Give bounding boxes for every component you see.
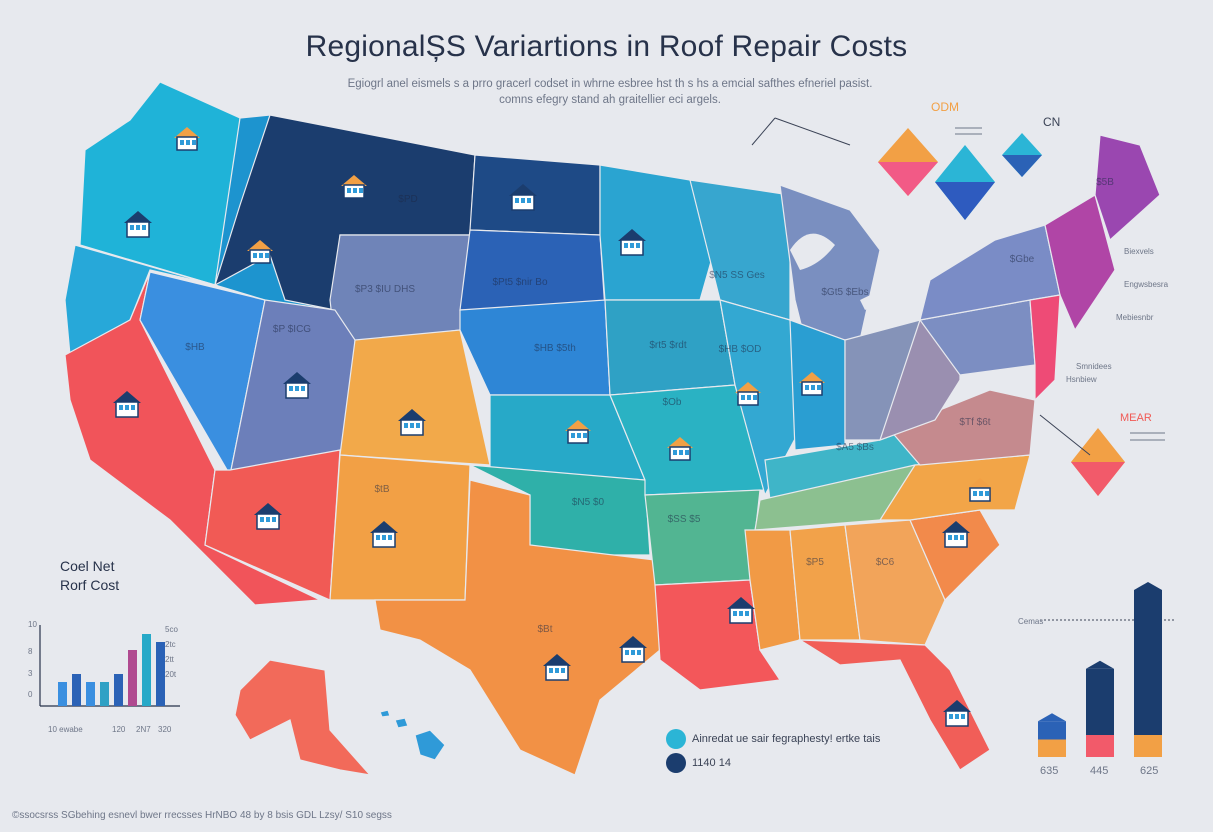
map-subtitle: Egiogrl anel eismels s a prro gracerl co… — [290, 76, 930, 108]
inset-x-label: 320 — [158, 725, 172, 734]
subtitle-line: Egiogrl anel eismels s a prro gracerl co… — [347, 78, 873, 90]
inset-side-label: 20t — [165, 670, 177, 679]
footer-note: ©ssocsrss SGbehing esnevl bwer rrecsses … — [12, 810, 392, 821]
state-mississippi — [744, 529, 801, 651]
inset-bar — [156, 642, 165, 706]
state-cost-label: $HB — [185, 342, 205, 353]
inset-bars — [58, 634, 165, 706]
state-hawaii — [379, 709, 446, 761]
great-lake — [790, 233, 835, 270]
state-cost-label: $Pt5 $nir Bo — [492, 277, 547, 288]
side-note: Smnidees — [1076, 362, 1112, 371]
state-cost-label: $N5 $0 — [572, 497, 605, 508]
callout-odm: ODM — [931, 100, 959, 114]
inset-bar — [128, 650, 137, 706]
subtitle-line: comns efegry stand ah graitellier eci ar… — [499, 94, 721, 106]
inset-side-label: 2tt — [165, 655, 174, 664]
side-note: Engwsbesra — [1124, 280, 1169, 289]
state-florida — [797, 639, 991, 771]
bar-label: 625 — [1140, 765, 1159, 777]
cost-bar-base — [1134, 735, 1162, 757]
inset-x-label: 120 — [112, 725, 126, 734]
map-value-labels: $PD $Pt5 $nir Bo $P3 $IU DHS $P $ICG $HB $N5 … — [185, 177, 1114, 635]
inset-x-label: 2N7 — [136, 725, 151, 734]
state-texas — [374, 479, 661, 776]
state-cost-label: $PD — [398, 194, 417, 205]
state-maine — [1094, 134, 1161, 242]
state-cost-label: $HB $OD — [719, 344, 762, 355]
cost-bars-right — [1038, 582, 1162, 757]
legend-label: 1140 14 — [692, 757, 731, 769]
legend-label: Ainredat ue sair fegraphesty! ertke tais — [692, 733, 881, 745]
states-layer — [64, 81, 1161, 776]
bar-label: 635 — [1040, 765, 1059, 777]
state-alaska — [234, 659, 372, 776]
legend-swatch — [666, 729, 686, 749]
great-lake — [735, 162, 800, 180]
side-note: Biexvels — [1124, 247, 1154, 256]
diamond-callouts — [751, 117, 1175, 621]
state-cost-label: $SS $5 — [668, 514, 701, 525]
state-cost-label: $A5 $Bs — [836, 442, 874, 453]
inset-title: Coel Net Rorf Cost — [60, 558, 120, 593]
state-cost-label: $Ob — [663, 397, 682, 408]
state-cost-label: $tB — [374, 484, 389, 495]
bar-cap — [1134, 582, 1162, 590]
inset-bar — [100, 682, 109, 706]
bar-label: 445 — [1090, 765, 1109, 777]
state-cost-label: $P3 $IU DHS — [355, 284, 415, 295]
state-south-dakota — [459, 229, 606, 311]
callout-mear: MEAR — [1120, 412, 1152, 424]
state-cost-label: $HB $5th — [534, 343, 576, 354]
inset-bar — [58, 682, 67, 706]
inset-chart — [39, 625, 180, 707]
state-cost-label: $P $ICG — [273, 324, 311, 335]
state-new-jersey — [1029, 294, 1061, 402]
state-cost-label: $Tf $6t — [959, 417, 990, 428]
state-cost-label: $C6 — [876, 557, 895, 568]
state-georgia — [844, 519, 946, 646]
great-lake — [860, 280, 918, 310]
inset-bar — [114, 674, 123, 706]
inset-bar — [86, 682, 95, 706]
state-cost-label: $5B — [1096, 177, 1114, 188]
inset-side-label: 5co — [165, 625, 178, 634]
inset-x-label: 10 ewabe — [48, 725, 83, 734]
bar-cap — [1086, 660, 1114, 669]
state-cost-label: $Gbe — [1010, 254, 1035, 265]
callout-cn: CN — [1043, 115, 1061, 129]
inset-y-tick: 0 — [28, 690, 33, 699]
state-colorado — [339, 329, 491, 466]
inset-bar — [142, 634, 151, 706]
cost-bar — [1134, 590, 1162, 757]
state-cost-label: $Bt — [537, 624, 552, 635]
bar-cap — [1038, 713, 1066, 722]
inset-y-tick: 8 — [28, 647, 33, 656]
legend-swatch — [666, 753, 686, 773]
state-new-mexico — [329, 454, 471, 601]
map-title: RegionalȘS Variartions in Roof Repair Co… — [305, 30, 908, 63]
side-note: Mebiesnbr — [1116, 313, 1154, 322]
state-michigan — [779, 184, 881, 341]
state-new-england — [1044, 194, 1116, 332]
state-cost-label: $rt5 $rdt — [649, 340, 686, 351]
state-cost-label: $P5 — [806, 557, 824, 568]
inset-y-tick: 10 — [28, 620, 37, 629]
cost-bar-base — [1038, 739, 1066, 757]
inset-y-tick: 3 — [28, 669, 33, 678]
inset-side-label: 2tc — [165, 640, 176, 649]
cost-bar-base — [1086, 735, 1114, 757]
bars-caption: Cemas — [1018, 617, 1044, 626]
inset-bar — [72, 674, 81, 706]
state-cost-label: $Gt5 $Ebs — [821, 287, 868, 298]
state-california — [64, 271, 323, 606]
state-arkansas — [644, 489, 761, 586]
state-cost-label: $N5 SS Ges — [709, 270, 765, 281]
side-note: Hsnbiew — [1066, 375, 1097, 384]
